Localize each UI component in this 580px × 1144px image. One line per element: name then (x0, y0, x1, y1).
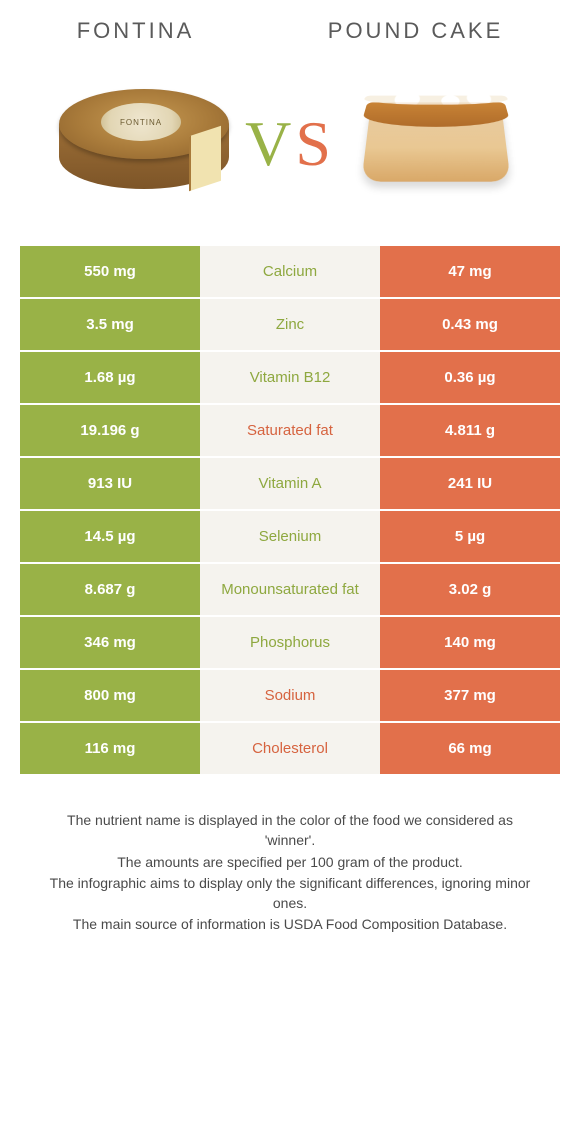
nutrient-right-value: 47 mg (380, 246, 560, 297)
nutrient-name: Zinc (200, 299, 380, 350)
footer-notes: The nutrient name is displayed in the co… (0, 776, 580, 935)
nutrient-left-value: 550 mg (20, 246, 200, 297)
nutrient-row: 913 IUVitamin A241 IU (20, 458, 560, 511)
nutrient-right-value: 0.36 µg (380, 352, 560, 403)
nutrient-right-value: 0.43 mg (380, 299, 560, 350)
nutrient-name: Sodium (200, 670, 380, 721)
nutrient-row: 1.68 µgVitamin B120.36 µg (20, 352, 560, 405)
title-left: FONTINA (77, 18, 195, 44)
food-image-right (341, 74, 531, 214)
nutrient-row: 3.5 mgZinc0.43 mg (20, 299, 560, 352)
nutrient-left-value: 19.196 g (20, 405, 200, 456)
nutrient-name: Calcium (200, 246, 380, 297)
footer-line: The nutrient name is displayed in the co… (40, 810, 540, 851)
fontina-illustration: FONTINA (59, 89, 229, 199)
nutrient-right-value: 3.02 g (380, 564, 560, 615)
nutrient-row: 550 mgCalcium47 mg (20, 246, 560, 299)
nutrient-name: Saturated fat (200, 405, 380, 456)
nutrient-name: Phosphorus (200, 617, 380, 668)
footer-line: The main source of information is USDA F… (40, 914, 540, 934)
title-right: POUND CAKE (328, 18, 503, 44)
nutrient-name: Monounsaturated fat (200, 564, 380, 615)
nutrient-right-value: 140 mg (380, 617, 560, 668)
nutrient-right-value: 5 µg (380, 511, 560, 562)
nutrient-name: Vitamin B12 (200, 352, 380, 403)
nutrient-left-value: 3.5 mg (20, 299, 200, 350)
nutrient-table: 550 mgCalcium47 mg3.5 mgZinc0.43 mg1.68 … (20, 246, 560, 776)
vs-v: V (245, 108, 295, 179)
nutrient-left-value: 14.5 µg (20, 511, 200, 562)
vs-s: S (295, 108, 335, 179)
poundcake-illustration (346, 89, 526, 199)
nutrient-row: 14.5 µgSelenium5 µg (20, 511, 560, 564)
food-image-left: FONTINA (49, 74, 239, 214)
footer-line: The amounts are specified per 100 gram o… (40, 852, 540, 872)
nutrient-row: 346 mgPhosphorus140 mg (20, 617, 560, 670)
nutrient-left-value: 346 mg (20, 617, 200, 668)
nutrient-left-value: 8.687 g (20, 564, 200, 615)
nutrient-left-value: 116 mg (20, 723, 200, 774)
nutrient-right-value: 241 IU (380, 458, 560, 509)
nutrient-left-value: 800 mg (20, 670, 200, 721)
nutrient-row: 800 mgSodium377 mg (20, 670, 560, 723)
footer-line: The infographic aims to display only the… (40, 873, 540, 914)
nutrient-right-value: 4.811 g (380, 405, 560, 456)
nutrient-name: Selenium (200, 511, 380, 562)
nutrient-row: 116 mgCholesterol66 mg (20, 723, 560, 776)
nutrient-row: 8.687 gMonounsaturated fat3.02 g (20, 564, 560, 617)
nutrient-row: 19.196 gSaturated fat4.811 g (20, 405, 560, 458)
nutrient-name: Cholesterol (200, 723, 380, 774)
vs-label: VS (245, 107, 335, 181)
nutrient-left-value: 913 IU (20, 458, 200, 509)
nutrient-left-value: 1.68 µg (20, 352, 200, 403)
nutrient-name: Vitamin A (200, 458, 380, 509)
nutrient-right-value: 377 mg (380, 670, 560, 721)
hero-row: FONTINA VS (0, 54, 580, 242)
nutrient-right-value: 66 mg (380, 723, 560, 774)
